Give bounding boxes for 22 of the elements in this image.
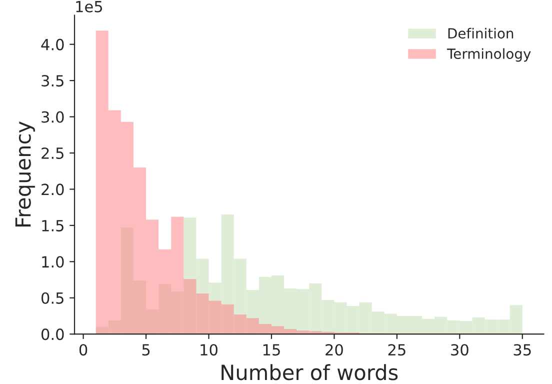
y-tick-label: 3.0: [42, 111, 64, 123]
x-tick-label: 20: [326, 344, 343, 356]
x-tick-label: 25: [388, 344, 406, 356]
x-axis-title: Number of words: [222, 364, 398, 380]
text: 1e5: [76, 1, 102, 12]
y-tick-label: 0.5: [42, 292, 64, 304]
x-tick-label: 10: [200, 344, 218, 356]
legend-label: Definition: [448, 28, 514, 39]
y-tick-label: 0.0: [42, 328, 64, 340]
x-tick-label: 30: [451, 344, 468, 356]
x-tick-label: 15: [263, 344, 280, 356]
x-tick-label: 0: [79, 344, 88, 356]
x-tick-label: 35: [514, 344, 531, 356]
y-tick-label: 1.0: [42, 256, 64, 268]
y-tick-label: 4.0: [41, 38, 64, 50]
x-tick-label: 5: [142, 344, 150, 356]
y-tick-label: 3.5: [42, 75, 64, 87]
legend-label: Terminology: [446, 48, 531, 62]
y-tick-label: 2.0: [42, 184, 64, 196]
y-tick-label: 2.5: [42, 147, 64, 160]
y-axis-title: Frequency: [15, 122, 35, 226]
y-tick-label: 1.5: [42, 220, 64, 232]
